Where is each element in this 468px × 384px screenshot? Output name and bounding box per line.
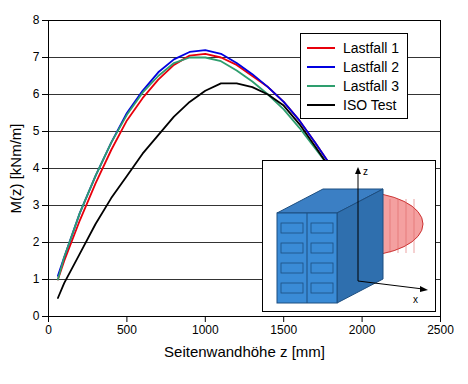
svg-text:M(z) [kNm/m]: M(z) [kNm/m] [7,124,24,214]
svg-text:6: 6 [33,87,40,101]
svg-text:1000: 1000 [192,323,219,337]
svg-text:2500: 2500 [427,323,454,337]
svg-text:2: 2 [33,235,40,249]
html-text:Lastfall 2: Lastfall 2 [343,58,399,75]
svg-text:1: 1 [33,272,40,286]
svg-text:1500: 1500 [270,323,297,337]
svg-text:0: 0 [45,323,52,337]
svg-text:7: 7 [33,50,40,64]
svg-text:500: 500 [117,323,137,337]
html-text:Lastfall 3: Lastfall 3 [343,77,399,94]
html-text:ISO Test: ISO Test [343,96,397,113]
svg-text:4: 4 [33,161,40,175]
svg-text:5: 5 [33,124,40,138]
svg-text:8: 8 [33,13,40,27]
html-text:Lastfall 1: Lastfall 1 [343,39,399,56]
svg-text:0: 0 [33,309,40,323]
svg-text:Seitenwandhöhe z [mm]: Seitenwandhöhe z [mm] [164,343,325,360]
svg-text:2000: 2000 [349,323,376,337]
svg-text:z: z [363,166,368,177]
svg-text:x: x [413,294,418,305]
svg-text:3: 3 [33,198,40,212]
